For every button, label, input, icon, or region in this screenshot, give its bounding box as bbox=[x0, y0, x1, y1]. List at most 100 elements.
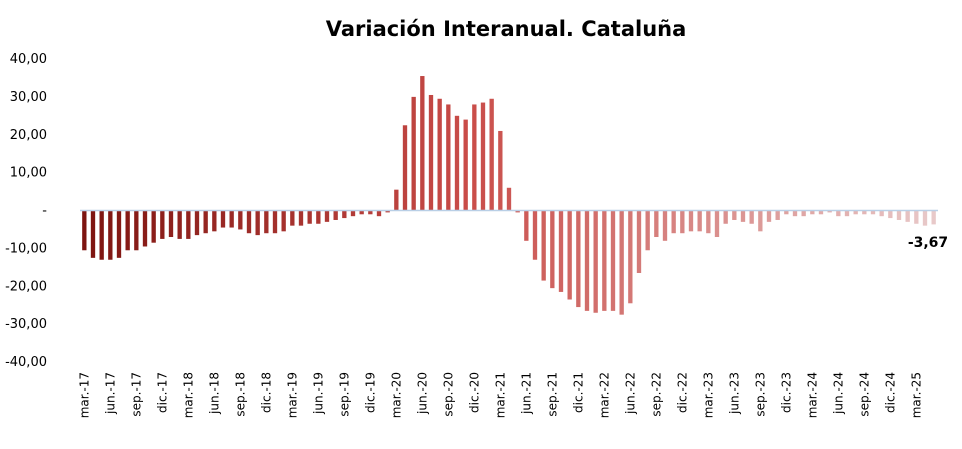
bar bbox=[368, 210, 373, 215]
bar bbox=[255, 210, 260, 236]
bar bbox=[203, 210, 208, 234]
bar bbox=[220, 210, 226, 228]
bar bbox=[186, 210, 191, 239]
x-tick-label: dic.-19 bbox=[363, 372, 377, 413]
x-tick-label: mar.-25 bbox=[909, 372, 923, 418]
bar bbox=[359, 210, 364, 215]
bar bbox=[307, 210, 312, 224]
y-tick-label: -10,00 bbox=[5, 241, 47, 256]
x-tick-label: dic.-21 bbox=[571, 372, 585, 413]
bar bbox=[480, 102, 486, 211]
bar bbox=[298, 210, 304, 226]
bar bbox=[290, 210, 295, 226]
bar bbox=[862, 210, 867, 215]
bar bbox=[194, 210, 200, 236]
bar bbox=[749, 210, 754, 224]
bar bbox=[324, 210, 330, 222]
x-tick-label: jun.-17 bbox=[103, 372, 117, 415]
x-tick-label: sep.-18 bbox=[233, 372, 247, 417]
bar bbox=[662, 210, 668, 241]
bar bbox=[914, 210, 919, 224]
last-value-label: -3,67 bbox=[908, 235, 948, 251]
x-tick-label: sep.-24 bbox=[857, 372, 871, 417]
bar bbox=[550, 210, 555, 289]
x-tick-label: jun.-21 bbox=[519, 372, 533, 415]
bar bbox=[766, 210, 772, 222]
bar bbox=[168, 210, 174, 238]
bar bbox=[428, 94, 434, 211]
bar bbox=[134, 210, 139, 251]
x-tick-label: sep.-17 bbox=[129, 372, 143, 417]
bar bbox=[636, 210, 642, 273]
x-tick-label: sep.-19 bbox=[337, 372, 351, 417]
bar bbox=[376, 210, 382, 217]
bar bbox=[82, 210, 87, 251]
bar bbox=[602, 210, 607, 311]
x-tick-label: jun.-18 bbox=[207, 372, 221, 415]
bar bbox=[775, 210, 780, 220]
bar bbox=[385, 210, 390, 213]
x-tick-label: jun.-22 bbox=[623, 372, 637, 415]
bar bbox=[350, 210, 356, 217]
bar bbox=[706, 210, 711, 234]
x-tick-label: sep.-20 bbox=[441, 372, 455, 417]
x-tick-label: mar.-21 bbox=[493, 372, 507, 418]
bar bbox=[125, 210, 130, 251]
x-tick-label: dic.-17 bbox=[155, 372, 169, 413]
bar bbox=[593, 210, 598, 313]
y-tick-label: -30,00 bbox=[5, 317, 47, 332]
bar bbox=[524, 210, 529, 241]
bar bbox=[316, 210, 321, 224]
y-tick-label: 30,00 bbox=[10, 90, 47, 105]
bar bbox=[151, 210, 156, 243]
bar bbox=[758, 210, 763, 232]
bar bbox=[463, 119, 468, 211]
bar bbox=[212, 210, 217, 232]
x-tick-label: mar.-22 bbox=[597, 372, 611, 418]
bar bbox=[654, 210, 659, 238]
bar bbox=[619, 210, 624, 315]
bar bbox=[116, 210, 122, 258]
bar bbox=[333, 210, 338, 220]
bar bbox=[264, 210, 269, 234]
y-tick-label: -40,00 bbox=[5, 355, 47, 370]
x-tick-label: dic.-24 bbox=[883, 372, 897, 413]
bar bbox=[896, 210, 902, 220]
bar bbox=[740, 210, 746, 222]
bar bbox=[177, 210, 182, 239]
x-tick-label: sep.-21 bbox=[545, 372, 559, 417]
y-tick-label: - bbox=[42, 204, 47, 219]
bar bbox=[515, 210, 520, 213]
bar bbox=[437, 98, 442, 211]
x-tick-label: jun.-23 bbox=[727, 372, 741, 415]
bar bbox=[472, 104, 477, 211]
bar bbox=[90, 210, 96, 258]
bar bbox=[420, 76, 425, 211]
y-tick-label: 40,00 bbox=[10, 52, 47, 67]
bar bbox=[489, 98, 494, 211]
bar bbox=[818, 210, 824, 215]
y-tick-label: 10,00 bbox=[10, 166, 47, 181]
bar bbox=[853, 210, 858, 215]
bar bbox=[498, 130, 503, 211]
bar bbox=[411, 96, 416, 211]
x-tick-label: mar.-23 bbox=[701, 372, 715, 418]
bar bbox=[99, 210, 104, 260]
bar bbox=[784, 210, 789, 215]
bar bbox=[394, 189, 399, 211]
x-tick-label: dic.-22 bbox=[675, 372, 689, 413]
bar bbox=[541, 210, 546, 281]
bar bbox=[584, 210, 590, 311]
bar bbox=[888, 210, 893, 219]
bar bbox=[827, 210, 832, 213]
bar bbox=[870, 210, 876, 215]
bar bbox=[238, 210, 243, 230]
bar bbox=[108, 210, 113, 260]
bar bbox=[723, 210, 728, 224]
bar bbox=[836, 210, 841, 217]
chart-title: Variación Interanual. Cataluña bbox=[326, 17, 687, 41]
bar bbox=[931, 210, 936, 225]
bar bbox=[628, 210, 633, 304]
bar bbox=[732, 210, 737, 220]
